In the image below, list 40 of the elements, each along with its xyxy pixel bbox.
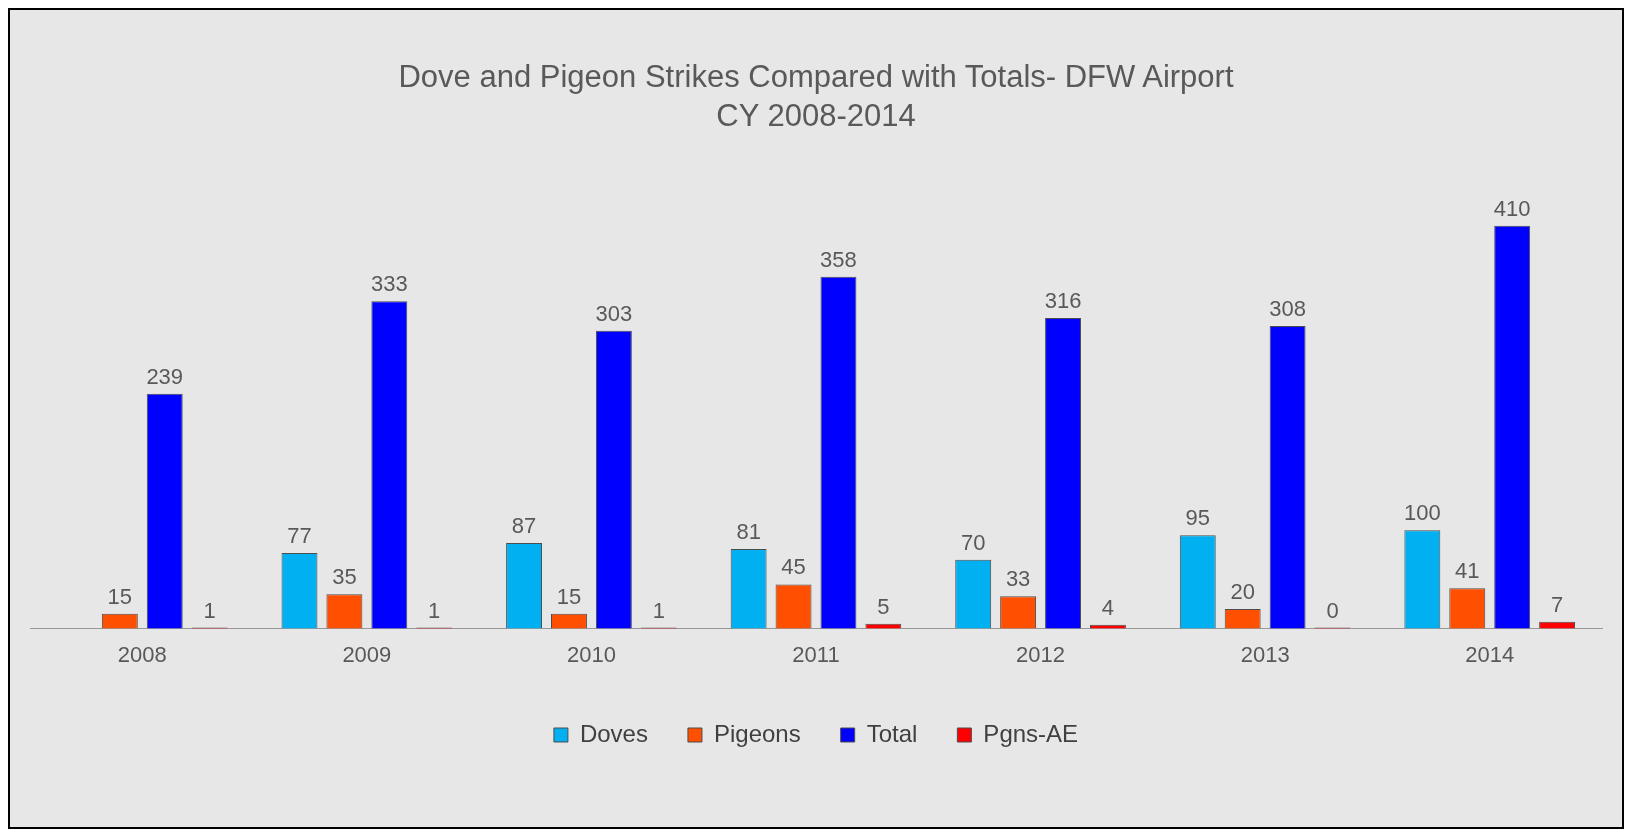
legend-label: Pigeons (713, 719, 801, 747)
legend-label: Total (866, 719, 918, 747)
data-label: 81 (736, 519, 761, 545)
data-label: 41 (1455, 558, 1480, 584)
data-label: 15 (107, 583, 133, 609)
data-label: 95 (1185, 505, 1211, 531)
data-label: 5 (877, 593, 890, 619)
data-label: 87 (511, 513, 537, 539)
data-label: 4 (1101, 594, 1115, 620)
x-tick-label: 2012 (1016, 641, 1066, 667)
data-label: 358 (820, 246, 857, 272)
data-label: 100 (1403, 500, 1441, 526)
data-label: 45 (781, 554, 806, 580)
data-label: 1 (428, 597, 441, 623)
data-label: 33 (1005, 566, 1031, 592)
data-label: 316 (1044, 288, 1082, 314)
data-label: 308 (1269, 296, 1306, 321)
x-tick-label: 2008 (117, 641, 167, 667)
legend-label: Doves (579, 719, 648, 747)
data-label: 15 (556, 583, 582, 609)
data-label: 333 (370, 271, 408, 297)
data-label: 239 (146, 363, 184, 389)
x-tick-label: 2010 (566, 641, 616, 667)
data-label: 20 (1230, 579, 1255, 605)
data-label: 77 (287, 523, 312, 548)
chart-subtitle: CY 2008-2014 (716, 98, 916, 134)
x-tick-label: 2014 (1465, 641, 1515, 667)
data-label: 7 (1550, 591, 1564, 617)
x-tick-label: 2011 (792, 641, 840, 667)
data-label: 1 (203, 597, 216, 623)
data-label: 303 (595, 300, 633, 326)
x-tick-label: 2009 (342, 641, 392, 667)
data-label: 0 (1326, 597, 1339, 623)
chart-title: Dove and Pigeon Strikes Compared with Totals- DFW Airport (398, 59, 1234, 95)
data-label: 35 (332, 564, 357, 590)
data-label: 410 (1493, 195, 1531, 221)
x-tick-label: 2013 (1240, 641, 1290, 667)
legend-label: Pgns-AE (983, 719, 1079, 747)
data-label: 1 (652, 597, 665, 623)
data-label: 70 (960, 529, 986, 555)
